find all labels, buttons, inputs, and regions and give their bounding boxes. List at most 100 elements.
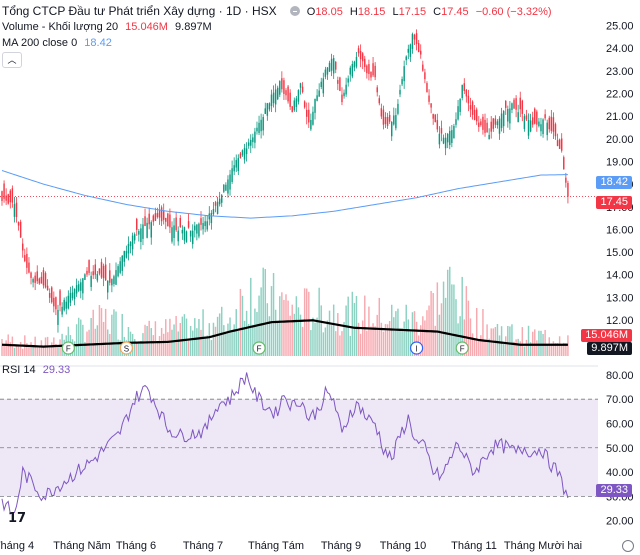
legend-volume[interactable]: Volume - Khối lượng 20 15.046M 9.897M: [2, 20, 216, 34]
candle-body: [349, 67, 351, 75]
candle-body: [140, 228, 142, 243]
candle-body: [276, 87, 279, 100]
price-axis-label: 22.00: [606, 89, 634, 101]
candle-body: [46, 285, 49, 291]
candle-body: [9, 190, 12, 203]
rsi-axis-label: 70.00: [606, 394, 634, 406]
candle-body: [171, 227, 173, 242]
volume-tag: 15.046M: [581, 329, 632, 342]
candle-body: [113, 276, 115, 285]
candle-body: [233, 165, 235, 172]
candle-body: [384, 116, 387, 125]
volume-bar: [525, 339, 528, 356]
candle-body: [565, 177, 567, 183]
volume-bar: [335, 331, 337, 356]
volume-bar: [32, 346, 34, 356]
price-axis-label: 16.00: [606, 224, 634, 236]
candle-body: [185, 231, 188, 243]
volume-bar: [77, 317, 80, 356]
candle-body: [475, 109, 478, 122]
volume-bar: [345, 305, 347, 356]
volume-bar: [515, 339, 517, 356]
volume-bar: [502, 343, 505, 356]
event-marker-icon: [119, 341, 133, 355]
volume-bar: [136, 343, 138, 356]
candle-body: [136, 218, 138, 230]
candle-body: [3, 183, 5, 199]
volume-bar: [496, 323, 499, 356]
volume-bar: [424, 320, 426, 356]
symbol-title[interactable]: Tổng CTCP Đầu tư Phát triển Xây dựng · 1…: [2, 4, 277, 18]
volume-bar: [488, 338, 490, 356]
volume-bar: [117, 339, 119, 356]
candle-body: [160, 207, 163, 222]
candle-body: [92, 271, 94, 276]
volume-bar: [131, 333, 134, 356]
volume-bar: [343, 321, 345, 356]
candle-body: [119, 261, 121, 273]
volume-bar: [386, 324, 389, 356]
candle-body: [436, 120, 439, 130]
volume-bar: [206, 335, 208, 356]
candle-body: [285, 90, 287, 96]
candle-body: [59, 290, 61, 306]
volume-bar: [254, 308, 256, 356]
volume-bar: [320, 305, 322, 356]
volume-bar: [366, 330, 368, 356]
visibility-icon[interactable]: [289, 6, 300, 16]
volume-bar: [314, 322, 316, 356]
time-axis-label: Tháng 4: [0, 540, 34, 552]
volume-bar: [409, 330, 412, 356]
candle-body: [196, 224, 198, 234]
volume-bar: [17, 346, 20, 356]
candle-body: [478, 122, 480, 127]
volume-bar: [422, 316, 424, 356]
candle-body: [469, 105, 472, 110]
volume-bar: [293, 313, 296, 356]
volume-bar: [519, 341, 521, 356]
candle-body: [453, 125, 455, 139]
volume-bar: [200, 329, 202, 356]
volume-bar: [455, 299, 457, 356]
candle-body: [438, 133, 441, 145]
volume-bar: [196, 328, 198, 356]
legend-ma[interactable]: MA 200 close 0 18.42: [2, 36, 116, 50]
candle-body: [405, 56, 407, 61]
candle-body: [48, 292, 51, 298]
candle-body: [442, 137, 445, 144]
volume-bar: [395, 311, 397, 356]
rsi-line: [1, 372, 569, 515]
volume-bar: [231, 330, 233, 356]
volume-bar: [140, 340, 142, 356]
candle-body: [123, 250, 126, 262]
candle-body: [339, 77, 341, 91]
volume-bar: [534, 329, 536, 356]
volume-bar: [374, 326, 376, 356]
volume-bar: [274, 309, 277, 356]
volume-bar: [152, 335, 155, 356]
candle-body: [287, 86, 289, 102]
candle-body: [77, 284, 80, 291]
candle-body: [270, 94, 273, 107]
volume-bar: [175, 315, 177, 356]
candle-body: [382, 109, 385, 125]
candle-body: [361, 53, 364, 62]
volume-bar: [9, 342, 12, 356]
last-price-tag: 17.45: [596, 196, 632, 209]
volume-ma-line: [1, 319, 568, 348]
volume-bar: [94, 328, 97, 356]
volume-bar: [563, 342, 565, 356]
volume-bar: [312, 317, 314, 356]
event-marker-label: I: [415, 345, 417, 354]
gear-icon[interactable]: [622, 540, 634, 552]
candle-body: [189, 230, 192, 237]
candle-body: [279, 81, 281, 95]
collapse-legend-button[interactable]: ︿: [2, 52, 22, 68]
volume-bar: [332, 304, 335, 356]
legend-rsi[interactable]: RSI 14 29.33: [2, 363, 74, 377]
candle-body: [146, 222, 148, 238]
volume-bar: [527, 325, 530, 356]
volume-bar: [194, 318, 196, 356]
candle-body: [403, 66, 405, 82]
